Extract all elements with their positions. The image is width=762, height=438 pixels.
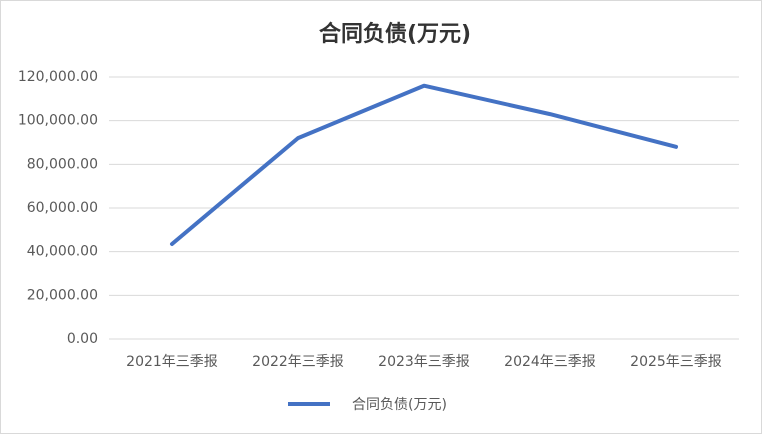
legend-label: 合同负债(万元) — [352, 397, 447, 413]
y-tick-label: 120,000.00 — [18, 69, 98, 85]
y-tick-label: 0.00 — [67, 331, 98, 347]
x-tick-label: 2022年三季报 — [252, 354, 344, 370]
y-tick-label: 80,000.00 — [27, 156, 98, 172]
y-tick-label: 100,000.00 — [18, 113, 98, 129]
line-series — [170, 83, 678, 247]
y-tick-label: 20,000.00 — [27, 287, 98, 303]
x-tick-label: 2024年三季报 — [504, 354, 596, 370]
x-tick-label: 2023年三季报 — [378, 354, 470, 370]
y-tick-label: 40,000.00 — [27, 244, 98, 260]
x-tick-label: 2025年三季报 — [630, 354, 722, 370]
y-tick-label: 60,000.00 — [27, 200, 98, 216]
x-tick-label: 2021年三季报 — [126, 354, 218, 370]
chart-title: 合同负债(万元) — [319, 21, 471, 47]
